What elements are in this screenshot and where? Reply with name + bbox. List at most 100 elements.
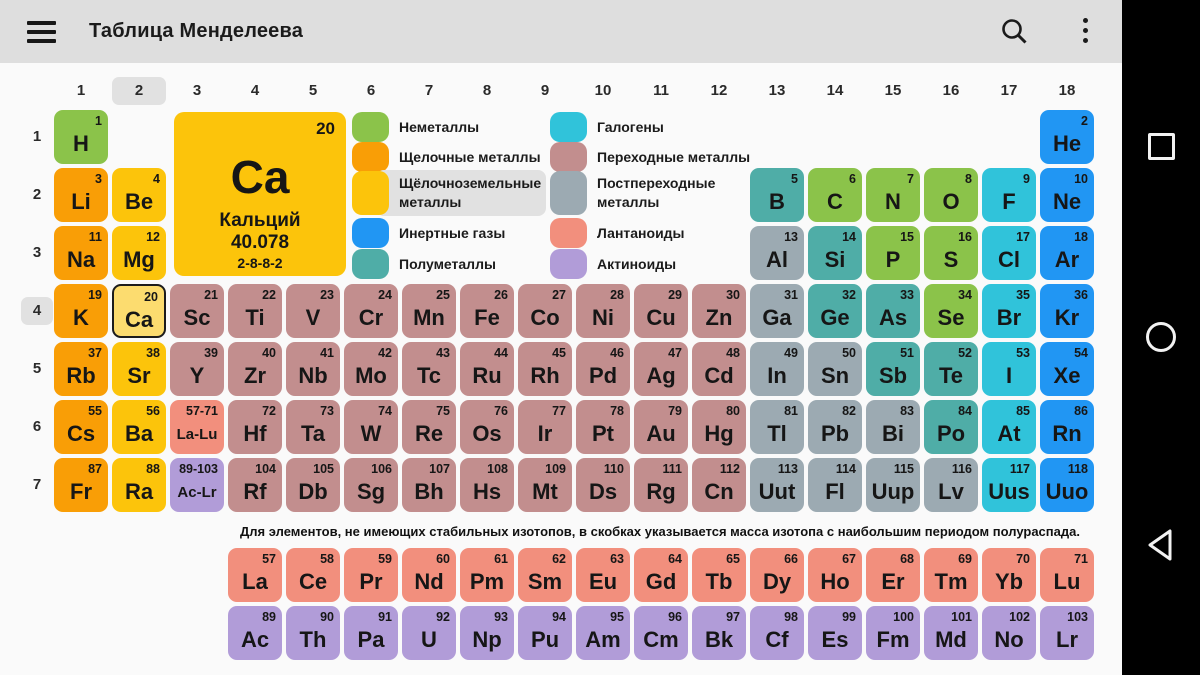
element-tile-Uus[interactable]: 117 Uus xyxy=(982,458,1036,512)
element-tile-U[interactable]: 92 U xyxy=(402,606,456,660)
element-tile-Er[interactable]: 68 Er xyxy=(866,548,920,602)
element-tile-Pb[interactable]: 82 Pb xyxy=(808,400,862,454)
element-tile-Ar[interactable]: 18 Ar xyxy=(1040,226,1094,280)
element-tile-Eu[interactable]: 63 Eu xyxy=(576,548,630,602)
hamburger-menu-icon[interactable] xyxy=(27,21,56,43)
element-tile-Fm[interactable]: 100 Fm xyxy=(866,606,920,660)
element-tile-K[interactable]: 19 K xyxy=(54,284,108,338)
element-tile-Fl[interactable]: 114 Fl xyxy=(808,458,862,512)
element-tile-Rn[interactable]: 86 Rn xyxy=(1040,400,1094,454)
element-tile-Lr[interactable]: 103 Lr xyxy=(1040,606,1094,660)
element-tile-Ac-Lr[interactable]: 89-103 Ac-Lr xyxy=(170,458,224,512)
element-tile-Hf[interactable]: 72 Hf xyxy=(228,400,282,454)
element-tile-Tc[interactable]: 43 Tc xyxy=(402,342,456,396)
element-tile-Rg[interactable]: 111 Rg xyxy=(634,458,688,512)
element-tile-Cs[interactable]: 55 Cs xyxy=(54,400,108,454)
element-tile-Rh[interactable]: 45 Rh xyxy=(518,342,572,396)
element-tile-Al[interactable]: 13 Al xyxy=(750,226,804,280)
element-tile-Na[interactable]: 11 Na xyxy=(54,226,108,280)
element-tile-Uuo[interactable]: 118 Uuo xyxy=(1040,458,1094,512)
element-tile-Xe[interactable]: 54 Xe xyxy=(1040,342,1094,396)
element-tile-Mt[interactable]: 109 Mt xyxy=(518,458,572,512)
element-tile-Fr[interactable]: 87 Fr xyxy=(54,458,108,512)
element-tile-Cf[interactable]: 98 Cf xyxy=(750,606,804,660)
element-tile-At[interactable]: 85 At xyxy=(982,400,1036,454)
element-tile-No[interactable]: 102 No xyxy=(982,606,1036,660)
element-tile-Dy[interactable]: 66 Dy xyxy=(750,548,804,602)
element-tile-Ni[interactable]: 28 Ni xyxy=(576,284,630,338)
element-tile-Sr[interactable]: 38 Sr xyxy=(112,342,166,396)
element-tile-Ru[interactable]: 44 Ru xyxy=(460,342,514,396)
element-tile-Ca[interactable]: 20 Ca xyxy=(112,284,166,338)
home-button[interactable] xyxy=(1122,307,1200,367)
element-tile-In[interactable]: 49 In xyxy=(750,342,804,396)
element-tile-Cn[interactable]: 112 Cn xyxy=(692,458,746,512)
element-tile-Nd[interactable]: 60 Nd xyxy=(402,548,456,602)
element-tile-Pm[interactable]: 61 Pm xyxy=(460,548,514,602)
element-tile-Bk[interactable]: 97 Bk xyxy=(692,606,746,660)
element-tile-Ta[interactable]: 73 Ta xyxy=(286,400,340,454)
element-tile-Au[interactable]: 79 Au xyxy=(634,400,688,454)
element-tile-Ho[interactable]: 67 Ho xyxy=(808,548,862,602)
element-tile-V[interactable]: 23 V xyxy=(286,284,340,338)
element-tile-Si[interactable]: 14 Si xyxy=(808,226,862,280)
element-tile-Ce[interactable]: 58 Ce xyxy=(286,548,340,602)
element-tile-Be[interactable]: 4 Be xyxy=(112,168,166,222)
element-tile-Lv[interactable]: 116 Lv xyxy=(924,458,978,512)
element-tile-Sb[interactable]: 51 Sb xyxy=(866,342,920,396)
element-tile-Md[interactable]: 101 Md xyxy=(924,606,978,660)
element-tile-Cl[interactable]: 17 Cl xyxy=(982,226,1036,280)
element-tile-Li[interactable]: 3 Li xyxy=(54,168,108,222)
search-icon[interactable] xyxy=(997,14,1033,50)
element-tile-Ge[interactable]: 32 Ge xyxy=(808,284,862,338)
element-tile-Zn[interactable]: 30 Zn xyxy=(692,284,746,338)
element-tile-Uup[interactable]: 115 Uup xyxy=(866,458,920,512)
element-tile-Ga[interactable]: 31 Ga xyxy=(750,284,804,338)
element-tile-Db[interactable]: 105 Db xyxy=(286,458,340,512)
element-tile-Ba[interactable]: 56 Ba xyxy=(112,400,166,454)
element-tile-Es[interactable]: 99 Es xyxy=(808,606,862,660)
element-tile-Mn[interactable]: 25 Mn xyxy=(402,284,456,338)
element-tile-Te[interactable]: 52 Te xyxy=(924,342,978,396)
element-tile-Co[interactable]: 27 Co xyxy=(518,284,572,338)
element-tile-Sg[interactable]: 106 Sg xyxy=(344,458,398,512)
element-tile-Bi[interactable]: 83 Bi xyxy=(866,400,920,454)
element-tile-Re[interactable]: 75 Re xyxy=(402,400,456,454)
element-tile-Pa[interactable]: 91 Pa xyxy=(344,606,398,660)
element-tile-Cu[interactable]: 29 Cu xyxy=(634,284,688,338)
back-button[interactable] xyxy=(1122,515,1200,575)
element-tile-Th[interactable]: 90 Th xyxy=(286,606,340,660)
element-tile-La[interactable]: 57 La xyxy=(228,548,282,602)
element-tile-I[interactable]: 53 I xyxy=(982,342,1036,396)
element-tile-Pr[interactable]: 59 Pr xyxy=(344,548,398,602)
element-tile-Yb[interactable]: 70 Yb xyxy=(982,548,1036,602)
element-tile-He[interactable]: 2 He xyxy=(1040,110,1094,164)
element-tile-Lu[interactable]: 71 Lu xyxy=(1040,548,1094,602)
element-tile-S[interactable]: 16 S xyxy=(924,226,978,280)
element-tile-Br[interactable]: 35 Br xyxy=(982,284,1036,338)
element-tile-Rf[interactable]: 104 Rf xyxy=(228,458,282,512)
element-tile-Ra[interactable]: 88 Ra xyxy=(112,458,166,512)
element-tile-Y[interactable]: 39 Y xyxy=(170,342,224,396)
element-tile-Tb[interactable]: 65 Tb xyxy=(692,548,746,602)
element-tile-Bh[interactable]: 107 Bh xyxy=(402,458,456,512)
element-tile-Sm[interactable]: 62 Sm xyxy=(518,548,572,602)
element-tile-W[interactable]: 74 W xyxy=(344,400,398,454)
element-tile-Np[interactable]: 93 Np xyxy=(460,606,514,660)
element-tile-Hg[interactable]: 80 Hg xyxy=(692,400,746,454)
element-tile-Ds[interactable]: 110 Ds xyxy=(576,458,630,512)
element-tile-As[interactable]: 33 As xyxy=(866,284,920,338)
element-tile-Ti[interactable]: 22 Ti xyxy=(228,284,282,338)
element-tile-Rb[interactable]: 37 Rb xyxy=(54,342,108,396)
element-tile-Cr[interactable]: 24 Cr xyxy=(344,284,398,338)
element-tile-Mg[interactable]: 12 Mg xyxy=(112,226,166,280)
element-tile-Nb[interactable]: 41 Nb xyxy=(286,342,340,396)
element-tile-Ir[interactable]: 77 Ir xyxy=(518,400,572,454)
element-tile-Sc[interactable]: 21 Sc xyxy=(170,284,224,338)
element-tile-Cm[interactable]: 96 Cm xyxy=(634,606,688,660)
element-tile-Fe[interactable]: 26 Fe xyxy=(460,284,514,338)
